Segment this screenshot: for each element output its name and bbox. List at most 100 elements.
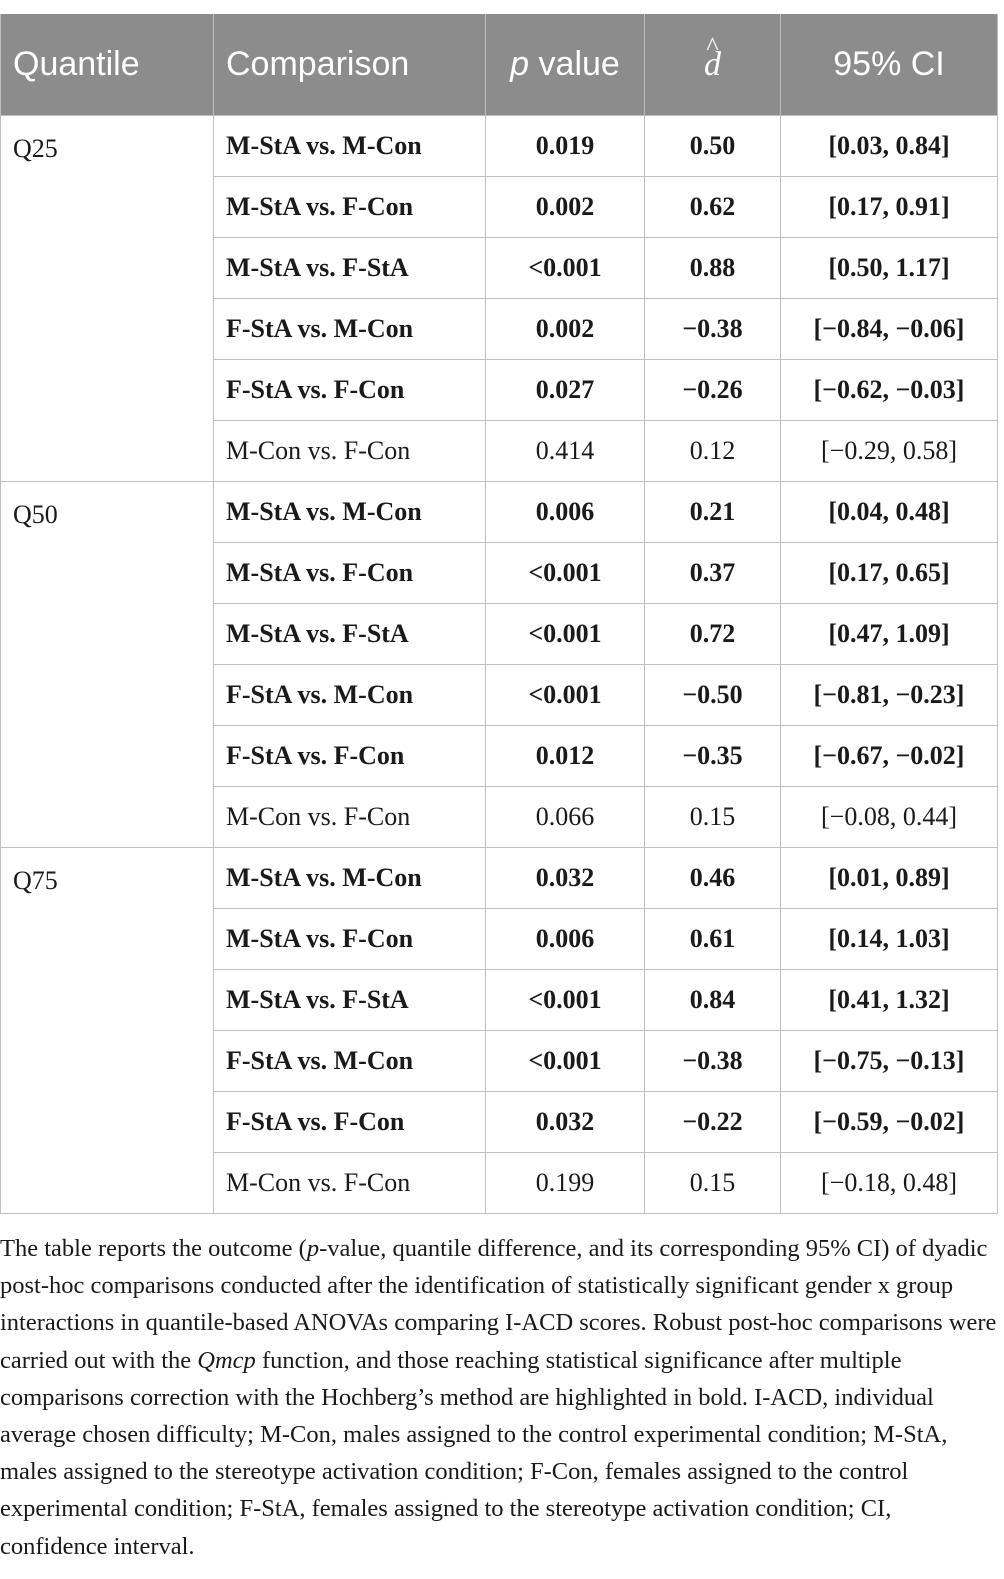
quantile-cell: Q75 [0,847,214,1214]
header-row: Quantile Comparison p value d ^ 95% CI [0,14,998,116]
header-ci: 95% CI [780,14,998,116]
quantile-difference-cell: −0.35 [644,725,781,787]
quantile-difference-cell: 0.15 [644,1152,781,1214]
comparison-cell: M-StA vs. F-Con [213,908,486,970]
ci-cell: [−0.75, −0.13] [780,1030,998,1092]
table-row: F-StA vs. M-Con 0.002 −0.38 [−0.84, −0.06] [1,298,998,360]
p-value-cell: 0.027 [485,359,645,421]
quantile-difference-cell: 0.61 [644,908,781,970]
p-value-cell: 0.006 [485,481,645,543]
p-value-cell: <0.001 [485,664,645,726]
ci-cell: [−0.67, −0.02] [780,725,998,787]
d-hat-letter: d [704,46,721,83]
table-row: M-StA vs. F-StA <0.001 0.88 [0.50, 1.17] [1,237,998,299]
d-hat-symbol: d ^ [704,32,721,84]
table-row: F-StA vs. M-Con <0.001 −0.50 [−0.81, −0.23] [1,664,998,726]
table-row: M-Con vs. F-Con 0.414 0.12 [−0.29, 0.58] [1,420,998,482]
p-value-cell: 0.032 [485,847,645,909]
comparison-cell: M-StA vs. F-StA [213,237,486,299]
ci-cell: [0.01, 0.89] [780,847,998,909]
ci-cell: [−0.81, −0.23] [780,664,998,726]
p-value-cell: 0.019 [485,115,645,177]
footnote-part1: The table reports the outcome ( [0,1235,307,1262]
comparison-cell: M-Con vs. F-Con [213,1152,486,1214]
footnote-p-italic: p [306,1235,320,1262]
table-row: F-StA vs. F-Con 0.032 −0.22 [−0.59, −0.02] [1,1091,998,1153]
header-p-value: p value [485,14,645,116]
ci-cell: [0.04, 0.48] [780,481,998,543]
ci-cell: [−0.84, −0.06] [780,298,998,360]
ci-cell: [−0.18, 0.48] [780,1152,998,1214]
comparison-cell: M-Con vs. F-Con [213,420,486,482]
quantile-difference-cell: 0.37 [644,542,781,604]
table-row: F-StA vs. F-Con 0.012 −0.35 [−0.67, −0.02] [1,725,998,787]
p-value-cell: 0.012 [485,725,645,787]
p-value-cell: <0.001 [485,969,645,1031]
p-value-cell: 0.414 [485,420,645,482]
ci-cell: [0.03, 0.84] [780,115,998,177]
table-row: M-StA vs. F-StA <0.001 0.84 [0.41, 1.32] [1,969,998,1031]
quantile-difference-cell: 0.72 [644,603,781,665]
p-value-cell: 0.032 [485,1091,645,1153]
quantile-difference-cell: 0.15 [644,786,781,848]
ci-cell: [−0.62, −0.03] [780,359,998,421]
quantile-difference-cell: 0.84 [644,969,781,1031]
comparison-cell: M-StA vs. F-Con [213,176,486,238]
p-value-cell: 0.199 [485,1152,645,1214]
ci-cell: [0.50, 1.17] [780,237,998,299]
header-p-rest: value [529,45,620,83]
ci-cell: [0.47, 1.09] [780,603,998,665]
table-row: F-StA vs. F-Con 0.027 −0.26 [−0.62, −0.03] [1,359,998,421]
table-row: M-StA vs. F-Con 0.002 0.62 [0.17, 0.91] [1,176,998,238]
table-row: M-StA vs. F-StA <0.001 0.72 [0.47, 1.09] [1,603,998,665]
comparison-cell: F-StA vs. F-Con [213,1091,486,1153]
ci-cell: [0.41, 1.32] [780,969,998,1031]
ci-cell: [0.17, 0.91] [780,176,998,238]
quantile-difference-cell: −0.50 [644,664,781,726]
comparison-cell: F-StA vs. F-Con [213,725,486,787]
footnote-qmcp: Qmcp [197,1346,256,1374]
ci-cell: [0.14, 1.03] [780,908,998,970]
comparison-cell: M-StA vs. F-StA [213,603,486,665]
header-p-italic: p [510,45,530,83]
quantile-difference-cell: −0.38 [644,1030,781,1092]
comparison-cell: F-StA vs. M-Con [213,298,486,360]
quantile-difference-cell: 0.12 [644,420,781,482]
comparison-cell: M-StA vs. F-Con [213,542,486,604]
table-row: M-Con vs. F-Con 0.199 0.15 [−0.18, 0.48] [1,1152,998,1214]
table-header: Quantile Comparison p value d ^ 95% CI [0,14,998,116]
table-row: Q75 M-StA vs. M-Con 0.032 0.46 [0.01, 0.89] [0,847,998,1214]
table-row: F-StA vs. M-Con <0.001 −0.38 [−0.75, −0.13] [1,1030,998,1092]
comparison-cell: M-StA vs. F-StA [213,969,486,1031]
comparison-cell: M-StA vs. M-Con [213,115,486,177]
p-value-cell: 0.002 [485,298,645,360]
header-quantile: Quantile [0,14,214,116]
p-value-cell: 0.066 [485,786,645,848]
results-table: Quantile Comparison p value d ^ 95% CI Q2… [0,14,998,1214]
p-value-cell: <0.001 [485,237,645,299]
hat-accent: ^ [706,32,719,61]
ci-cell: [−0.29, 0.58] [780,420,998,482]
quantile-difference-cell: 0.46 [644,847,781,909]
table-row: Q50 M-StA vs. M-Con 0.006 0.21 [0.04, 0.48] [0,481,998,848]
table-row: M-StA vs. F-Con <0.001 0.37 [0.17, 0.65] [1,542,998,604]
ci-cell: [0.17, 0.65] [780,542,998,604]
header-d-hat: d ^ [644,14,781,116]
comparison-cell: M-Con vs. F-Con [213,786,486,848]
footnote-part2: -value, quantile difference, and its cor… [0,1235,997,1374]
ci-cell: [−0.59, −0.02] [780,1091,998,1153]
quantile-difference-cell: −0.22 [644,1091,781,1153]
comparison-cell: F-StA vs. F-Con [213,359,486,421]
quantile-cell: Q50 [0,481,214,848]
p-value-cell: 0.006 [485,908,645,970]
comparison-cell: M-StA vs. M-Con [213,847,486,909]
p-value-cell: 0.002 [485,176,645,238]
table-row: Q25 M-StA vs. M-Con 0.019 0.50 [0.03, 0.84] [0,115,998,482]
table-row: M-Con vs. F-Con 0.066 0.15 [−0.08, 0.44] [1,786,998,848]
p-value-cell: <0.001 [485,603,645,665]
quantile-cell: Q25 [0,115,214,482]
p-value-cell: <0.001 [485,1030,645,1092]
quantile-difference-cell: −0.38 [644,298,781,360]
comparison-cell: F-StA vs. M-Con [213,664,486,726]
quantile-difference-cell: −0.26 [644,359,781,421]
